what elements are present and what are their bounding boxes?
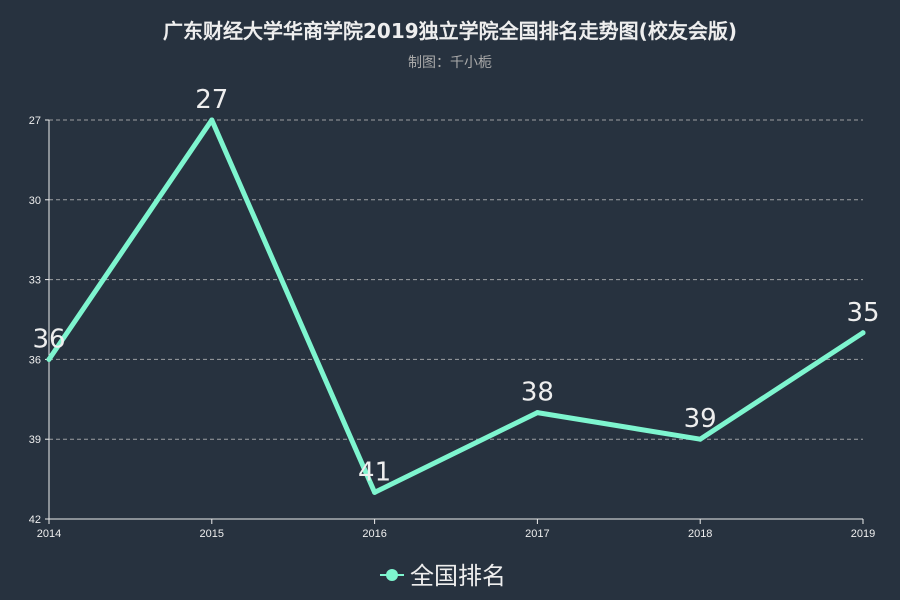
y-tick-label: 33	[29, 275, 41, 287]
x-tick-label: 2014	[37, 528, 61, 540]
y-tick-label: 36	[29, 354, 41, 366]
chart-title: 广东财经大学华商学院2019独立学院全国排名走势图(校友会版)	[163, 19, 737, 43]
y-tick-label: 42	[29, 514, 41, 526]
data-label: 41	[358, 457, 391, 487]
chart-subtitle: 制图：千小栀	[408, 55, 492, 71]
data-label: 38	[521, 378, 554, 408]
data-label: 36	[32, 324, 65, 354]
data-label: 27	[195, 85, 228, 115]
y-tick-label: 30	[29, 195, 41, 207]
legend-label: 全国排名	[410, 562, 506, 590]
x-tick-label: 2018	[688, 528, 712, 540]
data-point	[534, 410, 540, 416]
data-point	[860, 330, 866, 336]
y-tick-label: 27	[29, 115, 41, 127]
x-tick-label: 2019	[851, 528, 875, 540]
series-area	[46, 117, 866, 495]
data-point	[372, 489, 378, 495]
legend[interactable]: 全国排名	[380, 562, 506, 590]
data-label: 35	[846, 298, 879, 328]
data-point	[209, 117, 215, 123]
data-label: 39	[684, 404, 717, 434]
data-point	[46, 356, 52, 362]
y-tick-label: 39	[29, 434, 41, 446]
grid-lines	[49, 119, 863, 440]
series-line-0	[46, 117, 866, 495]
x-tick-label: 2016	[362, 528, 386, 540]
x-tick-label: 2017	[525, 528, 549, 540]
axes: 27 30 33 36 39 42 2014 2015 2016 2017 2018 2019	[29, 115, 875, 540]
data-labels: 36 27 41 38 39 35	[32, 85, 879, 487]
legend-dot-marker	[386, 569, 398, 581]
data-point	[697, 436, 703, 442]
x-tick-label: 2015	[200, 528, 224, 540]
